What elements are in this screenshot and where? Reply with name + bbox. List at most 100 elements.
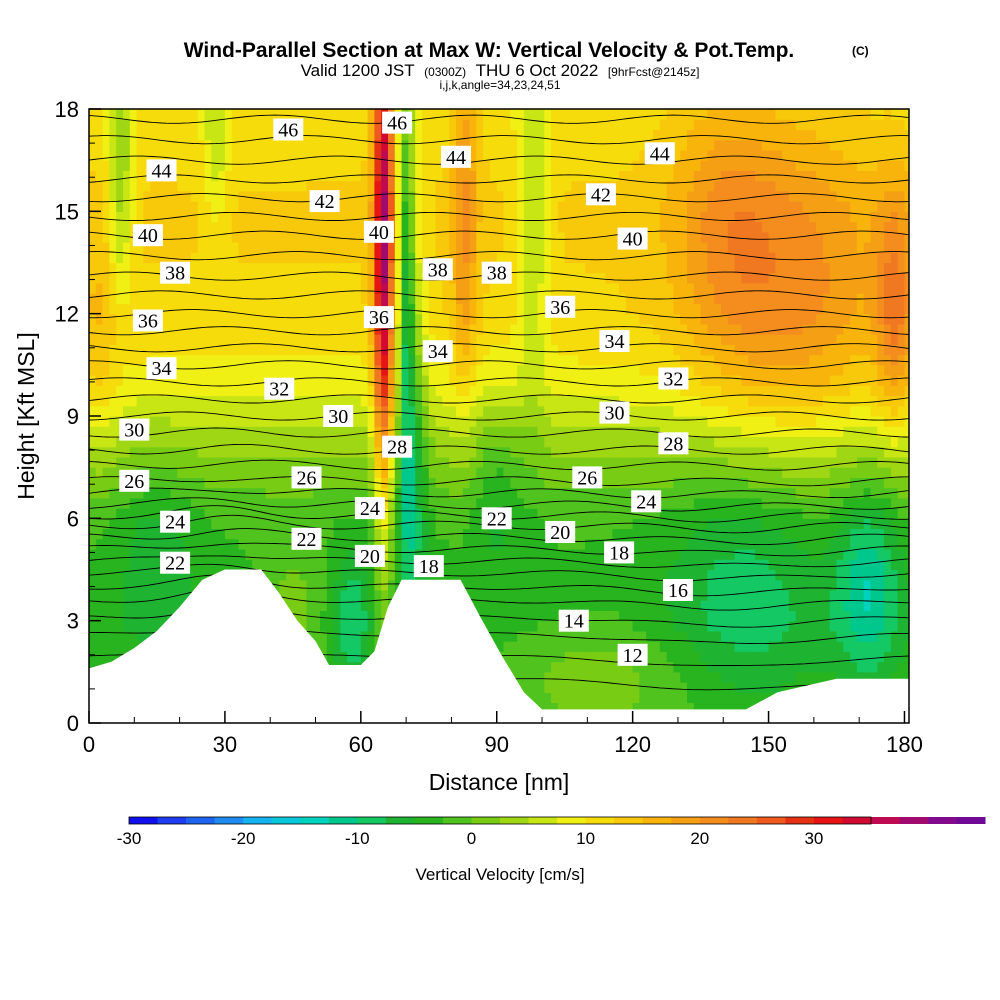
w-field-cell bbox=[619, 293, 627, 304]
w-field-cell bbox=[551, 252, 559, 264]
w-field-cell bbox=[483, 416, 491, 427]
w-field-cell bbox=[340, 630, 348, 642]
w-field-cell bbox=[456, 119, 464, 130]
w-field-cell bbox=[408, 160, 416, 171]
w-field-cell bbox=[231, 129, 240, 141]
w-field-cell bbox=[388, 242, 396, 253]
w-field-cell bbox=[340, 620, 348, 632]
w-field-cell bbox=[129, 149, 138, 161]
w-field-cell bbox=[170, 487, 178, 499]
w-field-cell bbox=[544, 497, 552, 509]
w-field-cell bbox=[374, 180, 382, 192]
w-field-cell bbox=[231, 375, 240, 386]
w-field-cell bbox=[354, 487, 362, 499]
w-field-cell bbox=[123, 569, 131, 581]
w-field-cell bbox=[89, 518, 97, 530]
w-field-cell bbox=[428, 549, 437, 560]
w-field-cell bbox=[510, 497, 518, 509]
w-field-cell bbox=[184, 385, 192, 397]
w-field-cell bbox=[408, 518, 416, 530]
w-field-cell bbox=[619, 385, 627, 397]
w-field-cell bbox=[605, 446, 613, 458]
w-field-cell bbox=[218, 149, 226, 161]
w-field-cell bbox=[157, 201, 165, 212]
w-field-cell bbox=[204, 149, 212, 161]
w-field-cell bbox=[333, 242, 341, 253]
w-field-cell bbox=[374, 354, 382, 366]
w-field-cell bbox=[109, 149, 117, 161]
w-field-cell bbox=[632, 293, 640, 304]
w-field-cell bbox=[435, 497, 443, 509]
w-field-cell bbox=[456, 344, 464, 356]
w-field-cell bbox=[184, 119, 192, 130]
w-field-cell bbox=[218, 119, 226, 130]
w-field-cell bbox=[537, 385, 545, 397]
w-field-cell bbox=[442, 119, 450, 130]
w-field-cell bbox=[150, 518, 158, 530]
w-field-cell bbox=[374, 569, 382, 581]
w-field-cell bbox=[320, 375, 328, 386]
w-field-cell bbox=[483, 446, 491, 458]
w-field-cell bbox=[204, 497, 212, 509]
w-field-cell bbox=[347, 497, 355, 509]
w-field-cell bbox=[632, 671, 640, 683]
w-field-cell bbox=[157, 416, 165, 427]
w-field-cell bbox=[313, 416, 321, 427]
w-field-cell bbox=[292, 149, 301, 161]
w-field-cell bbox=[354, 344, 362, 356]
w-field-cell bbox=[381, 201, 389, 212]
w-field-cell bbox=[320, 497, 328, 509]
w-field-cell bbox=[150, 538, 158, 550]
w-field-cell bbox=[95, 590, 104, 601]
w-field-cell bbox=[585, 630, 593, 642]
w-field-cell bbox=[265, 231, 274, 243]
w-field-cell bbox=[211, 497, 219, 509]
w-field-cell bbox=[252, 467, 260, 478]
w-field-cell bbox=[489, 323, 498, 335]
w-field-cell bbox=[190, 467, 199, 478]
w-field-cell bbox=[530, 569, 539, 581]
w-field-cell bbox=[578, 170, 586, 182]
w-field-cell bbox=[333, 334, 341, 345]
w-field-cell bbox=[449, 252, 457, 264]
w-field-cell bbox=[265, 497, 274, 509]
w-field-cell bbox=[551, 395, 559, 407]
w-field-cell bbox=[245, 354, 253, 366]
w-field-cell bbox=[136, 436, 144, 448]
w-field-cell bbox=[177, 303, 185, 315]
w-field-cell bbox=[292, 436, 301, 448]
w-field-cell bbox=[646, 641, 654, 652]
w-field-cell bbox=[646, 467, 654, 478]
w-field-cell bbox=[279, 344, 287, 356]
w-field-cell bbox=[292, 160, 301, 171]
w-field-cell bbox=[476, 201, 484, 212]
w-field-cell bbox=[632, 467, 640, 478]
w-field-cell bbox=[564, 538, 573, 550]
w-field-cell bbox=[476, 119, 484, 130]
w-field-cell bbox=[503, 283, 511, 294]
w-field-cell bbox=[245, 190, 253, 202]
w-field-cell bbox=[89, 630, 97, 642]
w-field-cell bbox=[394, 221, 403, 233]
w-field-cell bbox=[462, 364, 471, 376]
w-field-cell bbox=[605, 303, 613, 315]
w-field-cell bbox=[265, 129, 274, 141]
w-field-cell bbox=[177, 170, 185, 182]
w-field-cell bbox=[551, 702, 559, 714]
w-field-cell bbox=[211, 313, 219, 325]
w-field-cell bbox=[333, 211, 341, 223]
w-field-cell bbox=[190, 497, 199, 509]
w-field-cell bbox=[646, 661, 654, 673]
w-field-cell bbox=[646, 375, 654, 386]
w-field-cell bbox=[517, 426, 525, 437]
w-field-cell bbox=[612, 671, 620, 683]
w-field-cell bbox=[286, 211, 294, 223]
w-field-cell bbox=[551, 231, 559, 243]
w-field-cell bbox=[258, 538, 267, 550]
w-field-cell bbox=[231, 436, 240, 448]
w-field-cell bbox=[612, 600, 620, 611]
w-field-cell bbox=[435, 364, 443, 376]
w-field-cell bbox=[544, 569, 552, 581]
w-field-cell bbox=[442, 170, 450, 182]
w-field-cell bbox=[340, 651, 348, 663]
